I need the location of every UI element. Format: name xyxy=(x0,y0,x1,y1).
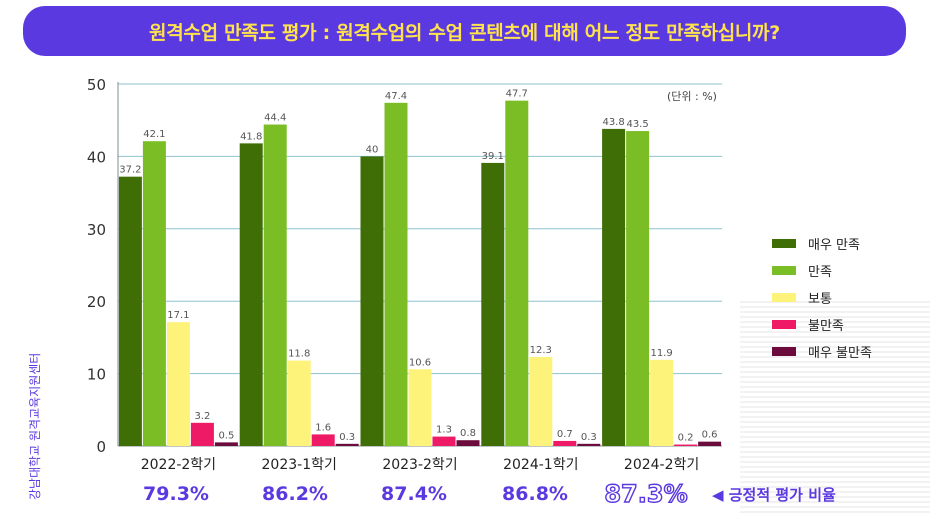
bar xyxy=(505,100,529,446)
x-tick-label: 2024-1학기 xyxy=(503,457,578,473)
bar xyxy=(626,131,650,446)
y-tick-label: 10 xyxy=(87,366,106,384)
positive-rate-2023-1: 86.2% xyxy=(262,483,328,505)
positive-rate-2022-2: 79.3% xyxy=(143,483,209,505)
legend-item-satisfied: 만족 xyxy=(772,257,872,284)
legend-item-neutral: 보통 xyxy=(772,284,872,311)
bar xyxy=(142,141,166,447)
data-label: 1.3 xyxy=(436,425,452,436)
bar xyxy=(384,102,408,446)
bar xyxy=(311,434,335,446)
unit-label: (단위 : %) xyxy=(667,90,717,103)
data-label: 40 xyxy=(366,144,379,155)
legend-swatch xyxy=(772,347,796,356)
bar xyxy=(118,176,142,446)
data-label: 0.3 xyxy=(581,432,597,443)
data-label: 0.5 xyxy=(218,430,234,441)
data-label: 41.8 xyxy=(240,131,262,142)
y-tick-label: 50 xyxy=(87,76,106,94)
data-label: 0.6 xyxy=(702,430,718,441)
data-label: 3.2 xyxy=(194,411,210,422)
decorative-stripes xyxy=(740,300,930,513)
data-label: 0.3 xyxy=(339,432,355,443)
y-tick-label: 20 xyxy=(87,293,106,311)
data-label: 37.2 xyxy=(119,165,141,176)
positive-rate-2024-2: 87.3% xyxy=(604,479,689,508)
legend-label: 만족 xyxy=(808,265,832,280)
data-label: 43.8 xyxy=(602,117,624,128)
bar xyxy=(674,444,698,446)
legend-swatch xyxy=(772,320,796,329)
data-label: 11.9 xyxy=(650,348,672,359)
legend-item-very-satisfied: 매우 만족 xyxy=(772,230,872,257)
data-label: 47.7 xyxy=(506,89,528,100)
x-tick-label: 2023-2학기 xyxy=(382,457,457,473)
bar xyxy=(408,369,432,446)
data-label: 17.1 xyxy=(167,310,189,321)
chart-legend: 매우 만족 만족 보통 불만족 매우 불만족 xyxy=(772,230,872,365)
bar xyxy=(553,440,577,446)
bar xyxy=(287,360,311,446)
bar xyxy=(529,356,553,446)
y-tick-label: 0 xyxy=(96,438,106,456)
chart-title: 원격수업 만족도 평가 : 원격수업의 수업 콘텐츠에 대해 어느 정도 만족하… xyxy=(149,21,780,44)
bar xyxy=(650,359,674,446)
data-label: 43.5 xyxy=(626,119,648,130)
x-tick-label: 2023-1학기 xyxy=(262,457,337,473)
legend-swatch xyxy=(772,266,796,275)
legend-item-very-dissatisfied: 매우 불만족 xyxy=(772,338,872,365)
data-label: 42.1 xyxy=(143,129,165,140)
x-tick-label: 2022-2학기 xyxy=(141,457,216,473)
legend-label: 불만족 xyxy=(808,319,844,334)
data-label: 10.6 xyxy=(409,357,431,368)
bar xyxy=(432,436,456,446)
y-tick-label: 30 xyxy=(87,221,106,239)
data-label: 47.4 xyxy=(385,91,407,102)
legend-swatch xyxy=(772,293,796,302)
positive-rate-2024-1: 86.8% xyxy=(502,483,568,505)
bar xyxy=(456,440,480,446)
bar xyxy=(263,124,287,446)
legend-item-dissatisfied: 불만족 xyxy=(772,311,872,338)
bar xyxy=(481,162,505,446)
y-tick-label: 40 xyxy=(87,148,106,166)
legend-label: 매우 만족 xyxy=(808,238,860,253)
data-label: 12.3 xyxy=(530,345,552,356)
bar xyxy=(577,443,601,446)
positive-rate-2023-2: 87.4% xyxy=(381,483,447,505)
bar xyxy=(602,128,626,446)
data-label: 0.7 xyxy=(557,429,573,440)
positive-rate-caption: ◀ 긍정적 평가 비율 xyxy=(712,486,836,504)
legend-label: 매우 불만족 xyxy=(808,346,872,361)
data-label: 1.6 xyxy=(315,422,331,433)
title-banner: 원격수업 만족도 평가 : 원격수업의 수업 콘텐츠에 대해 어느 정도 만족하… xyxy=(23,6,906,56)
bar xyxy=(190,422,214,446)
source-label: 강남대학교 원격교육지원센터 xyxy=(28,352,42,500)
data-label: 0.8 xyxy=(460,428,476,439)
data-label: 39.1 xyxy=(482,151,504,162)
bar xyxy=(166,322,190,446)
data-label: 11.8 xyxy=(288,349,310,360)
x-tick-label: 2024-2학기 xyxy=(624,457,699,473)
bar xyxy=(214,442,238,446)
bar xyxy=(239,143,263,447)
bar xyxy=(335,443,359,446)
data-label: 44.4 xyxy=(264,113,286,124)
legend-label: 보통 xyxy=(808,292,832,307)
data-label: 0.2 xyxy=(678,433,694,444)
bar xyxy=(360,156,384,446)
legend-swatch xyxy=(772,239,796,248)
bar xyxy=(698,441,722,446)
